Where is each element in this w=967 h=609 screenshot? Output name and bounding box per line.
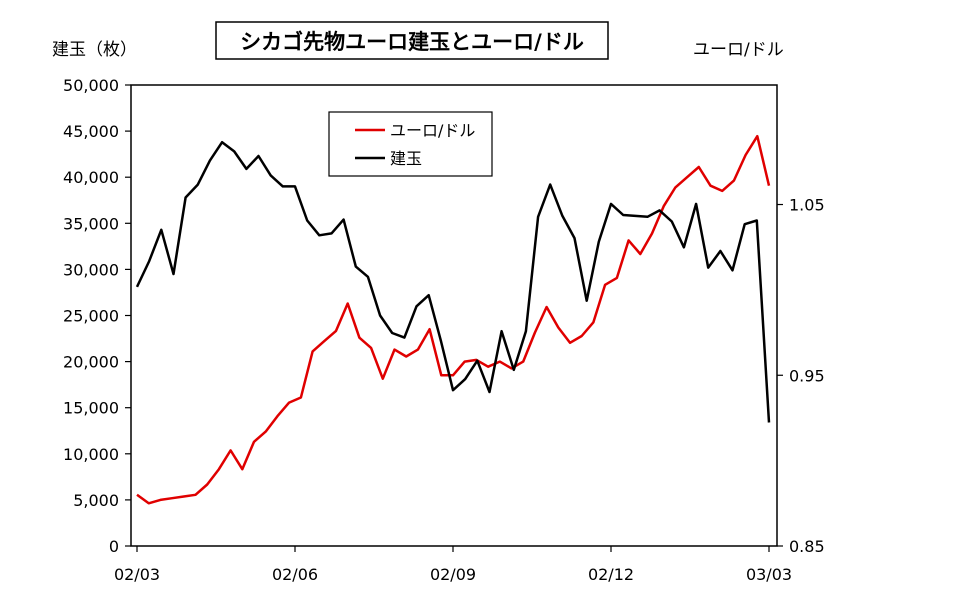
left-axis: 0 5,000 10,000 15,000 20,000 25,000 30,000 35,0… [63,76,131,556]
legend: ユーロ/ドル 建玉 [328,111,493,177]
chart-title: シカゴ先物ユーロ建玉とユーロ/ドル [240,30,584,54]
left-tick-label: 45,000 [63,122,119,141]
left-tick-label: 40,000 [63,168,119,187]
left-tick-label: 5,000 [73,491,119,510]
series-line-eurusd [136,134,771,505]
left-tick-label: 0 [109,537,119,556]
right-tick-label: 0.85 [789,537,825,556]
x-tick-label: 02/06 [272,565,318,584]
series-lines [135,134,771,505]
series-line-open-interest [135,140,771,423]
chart-title-frame [215,21,609,60]
left-tick-label: 35,000 [63,214,119,233]
x-tick-label: 03/03 [746,565,792,584]
x-tick-label: 02/12 [588,565,634,584]
left-tick-label: 15,000 [63,399,119,418]
legend-label-eurusd: ユーロ/ドル [390,121,475,140]
left-axis-label: 建玉（枚） [52,40,137,60]
right-axis-label: ユーロ/ドル [693,40,784,60]
right-axis: 0.85 0.95 1.05 [777,196,825,556]
x-tick-label: 02/03 [114,565,160,584]
x-axis: 02/03 02/06 02/09 02/12 03/03 [114,546,792,584]
legend-frame [328,111,493,177]
left-tick-label: 50,000 [63,76,119,95]
right-tick-label: 1.05 [789,196,825,215]
chart-title-box: シカゴ先物ユーロ建玉とユーロ/ドル [215,21,609,60]
x-tick-label: 02/09 [430,565,476,584]
left-tick-label: 10,000 [63,445,119,464]
left-tick-label: 30,000 [63,260,119,279]
legend-label-open-interest: 建玉 [390,149,422,168]
right-tick-label: 0.95 [789,366,825,385]
left-tick-label: 25,000 [63,307,119,326]
left-tick-label: 20,000 [63,353,119,372]
